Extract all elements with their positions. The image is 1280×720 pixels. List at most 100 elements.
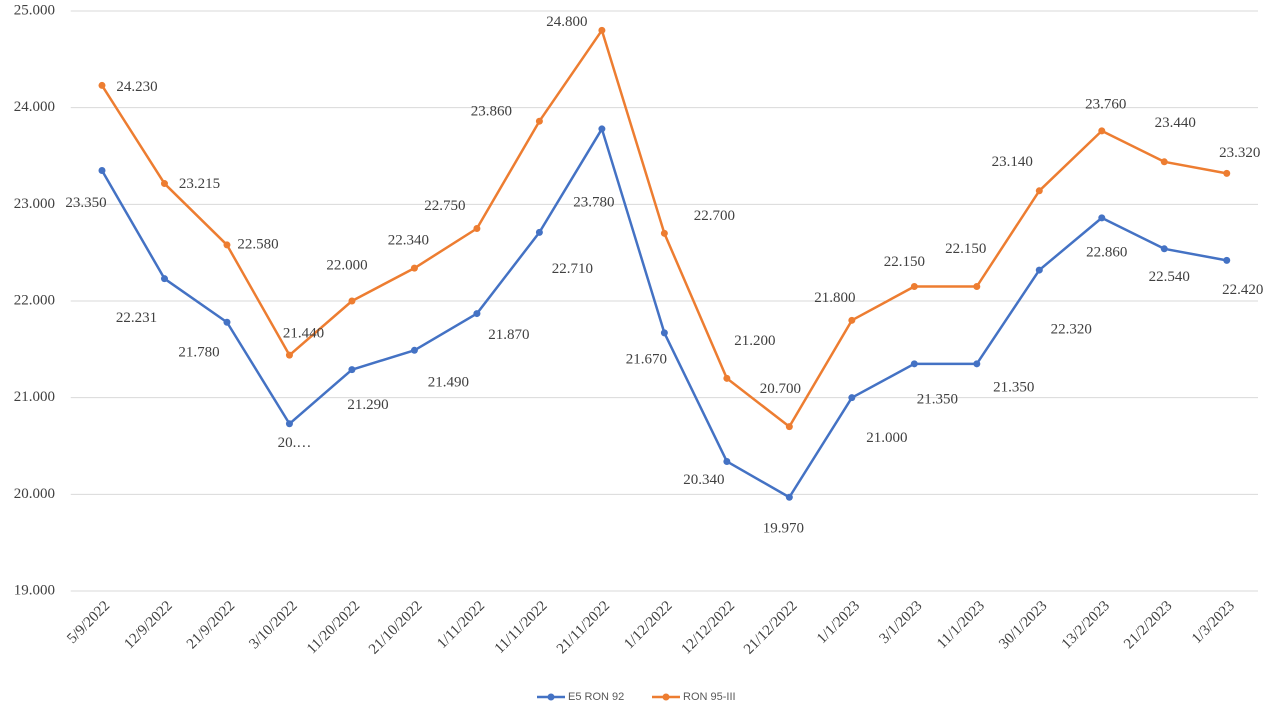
- x-tick-label: 1/12/2022: [621, 598, 675, 652]
- x-tick-label: 13/2/2023: [1059, 598, 1113, 652]
- data-point: [660, 229, 668, 237]
- legend-marker: [662, 693, 670, 701]
- data-point: [1035, 187, 1043, 195]
- x-tick-label: 21/9/2022: [184, 598, 238, 652]
- x-tick-label: 21/10/2022: [366, 598, 426, 658]
- data-label: 21.350: [917, 391, 958, 407]
- x-tick-label: 5/9/2022: [64, 598, 113, 647]
- x-tick-label: 11/11/2022: [492, 598, 551, 657]
- data-label: 22.150: [945, 241, 986, 257]
- data-label: 20.700: [760, 381, 801, 397]
- data-label: 22.340: [388, 233, 429, 249]
- data-point: [848, 316, 856, 324]
- data-point: [473, 310, 481, 318]
- data-label: 21.670: [626, 351, 667, 367]
- legend-marker: [547, 693, 555, 701]
- data-label: 21.870: [488, 327, 529, 343]
- data-label: 22.000: [326, 257, 367, 273]
- data-point: [285, 420, 293, 428]
- data-point: [598, 26, 606, 34]
- legend-label: RON 95-III: [683, 691, 736, 703]
- data-point: [1035, 266, 1043, 274]
- data-label: 22.750: [424, 198, 465, 214]
- y-tick-label: 20.000: [14, 486, 55, 502]
- data-point: [910, 283, 918, 290]
- x-tick-label: 1/1/2023: [814, 598, 863, 647]
- data-point: [785, 423, 793, 431]
- x-tick-label: 3/10/2022: [246, 598, 300, 652]
- data-label: 21.490: [428, 375, 469, 391]
- data-label: 23.760: [1085, 96, 1126, 112]
- data-point: [723, 374, 731, 382]
- y-tick-label: 24.000: [14, 99, 55, 115]
- x-tick-label: 21/11/2022: [554, 598, 613, 657]
- data-point: [473, 225, 481, 232]
- x-tick-label: 11/20/2022: [304, 598, 363, 657]
- data-point: [973, 360, 981, 368]
- data-point: [1098, 214, 1106, 222]
- data-point: [1160, 245, 1168, 253]
- data-label: 20.340: [683, 472, 724, 488]
- data-point: [410, 346, 418, 354]
- y-tick-label: 25.000: [14, 2, 55, 18]
- series-line: [100, 127, 1227, 499]
- data-point: [160, 275, 168, 283]
- data-point: [1098, 127, 1106, 135]
- y-tick-label: 21.000: [14, 389, 55, 405]
- data-point: [973, 283, 981, 290]
- x-tick-label: 1/3/2023: [1189, 598, 1238, 647]
- data-label: 22.150: [884, 254, 925, 270]
- data-label: 22.710: [552, 261, 593, 277]
- data-point: [723, 457, 731, 465]
- data-label: 21.800: [814, 290, 855, 306]
- data-point: [1223, 169, 1231, 177]
- x-tick-label: 3/1/2023: [877, 598, 926, 647]
- data-label: 24.800: [546, 14, 587, 30]
- data-point: [410, 264, 418, 272]
- data-point: [348, 297, 356, 305]
- data-point: [785, 493, 793, 501]
- x-tick-label: 21/12/2022: [741, 598, 801, 658]
- data-label: 23.860: [471, 104, 512, 120]
- data-label: 21.350: [993, 379, 1034, 395]
- data-label: 23.215: [179, 176, 220, 192]
- x-tick-label: 21/2/2023: [1121, 598, 1175, 652]
- data-point: [223, 241, 231, 249]
- data-label: 22.231: [116, 310, 157, 326]
- data-point: [535, 117, 543, 125]
- data-point: [1223, 256, 1231, 264]
- legend-label: E5 RON 92: [568, 691, 624, 703]
- x-tick-label: 30/1/2023: [996, 598, 1050, 652]
- data-label: 24.230: [116, 79, 157, 95]
- x-tick-label: 11/1/2023: [934, 598, 988, 652]
- data-point: [223, 318, 231, 326]
- data-label: 21.000: [866, 430, 907, 446]
- data-label: 22.540: [1149, 269, 1190, 285]
- data-label: 23.780: [573, 194, 614, 210]
- data-label: 23.440: [1155, 115, 1196, 131]
- data-label: 23.350: [65, 195, 106, 211]
- data-point: [910, 360, 918, 368]
- data-point: [598, 125, 606, 133]
- y-tick-label: 23.000: [14, 196, 55, 212]
- data-label: 23.140: [992, 154, 1033, 170]
- data-label: 21.440: [283, 326, 324, 342]
- x-tick-label: 12/12/2022: [678, 598, 738, 658]
- data-point: [660, 329, 668, 337]
- data-point: [535, 228, 543, 236]
- data-point: [98, 81, 106, 89]
- y-tick-label: 19.000: [14, 582, 55, 598]
- data-label: 20.…: [278, 435, 312, 451]
- data-point: [285, 351, 293, 359]
- data-label: 21.780: [178, 345, 219, 361]
- x-tick-label: 12/9/2022: [121, 598, 175, 652]
- data-point: [1160, 158, 1168, 166]
- data-point: [348, 366, 356, 374]
- data-label: 19.970: [763, 521, 804, 537]
- data-point: [160, 180, 168, 188]
- data-label: 21.200: [734, 333, 775, 349]
- data-label: 22.580: [237, 236, 278, 252]
- data-point: [848, 394, 856, 402]
